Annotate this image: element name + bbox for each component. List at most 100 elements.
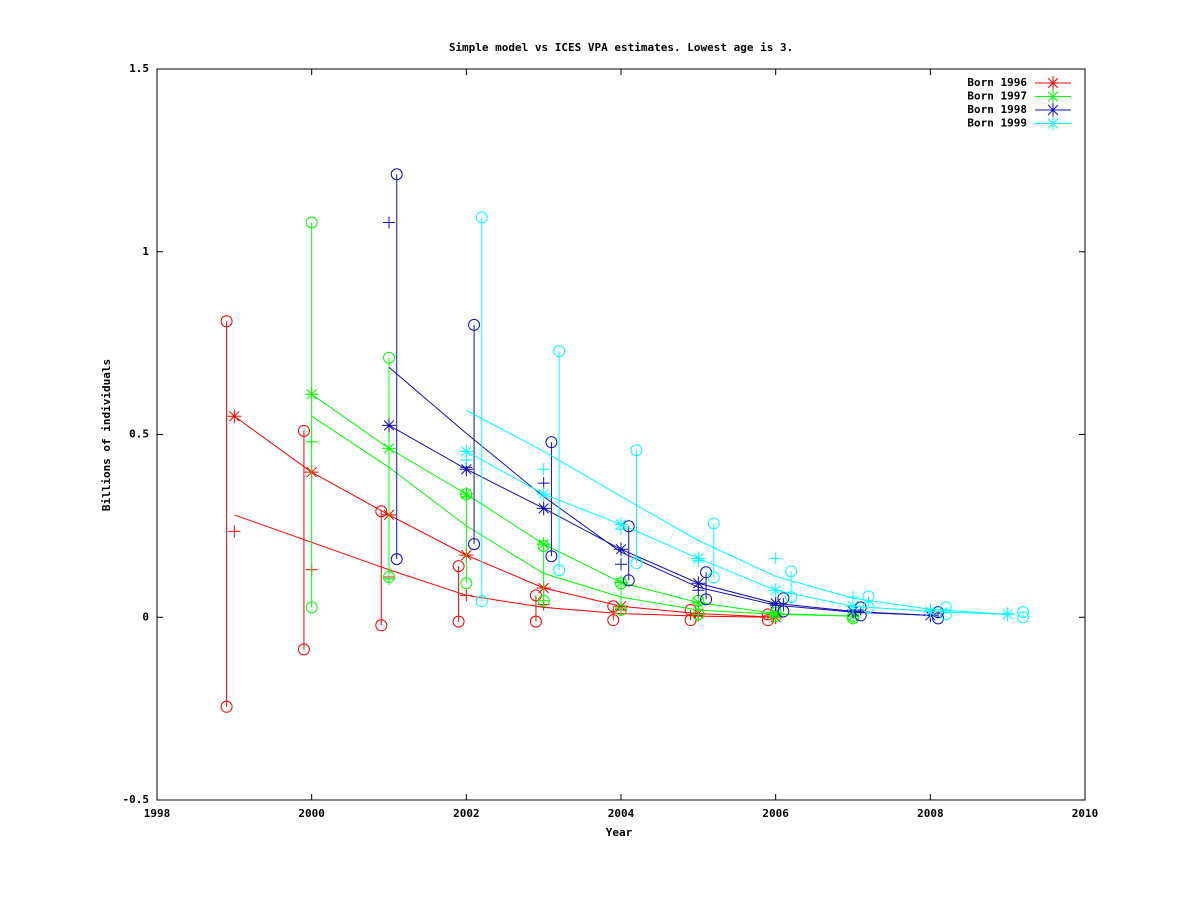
plus-marker [228,525,241,538]
legend-label: Born 1999 [967,117,1027,130]
error-high-marker [707,517,720,530]
plus-marker [383,216,395,229]
error-low-marker [383,571,395,584]
plus-marker [615,558,627,571]
plus-marker [769,552,782,565]
error-high-marker [607,600,620,613]
legend-label: Born 1998 [967,103,1027,116]
error-high-marker [777,592,790,605]
error-low-marker [375,619,388,632]
plus-marker [769,599,782,612]
legend-label: Born 1997 [967,90,1027,103]
estimate-line [311,393,854,617]
legend-marker [1046,103,1060,117]
y-tick-label: 1.5 [129,62,149,75]
error-low-marker [761,614,774,627]
error-high-marker [452,560,465,573]
estimate-line [466,450,1008,615]
error-high-marker [545,436,558,449]
star-marker [846,599,860,614]
model-line [466,409,1008,615]
star-marker [227,409,242,424]
error-low-marker [700,593,713,606]
plus-marker [460,454,473,467]
star-marker [614,542,628,557]
y-tick-label: 0 [142,610,149,623]
y-tick-label: -0.5 [123,793,150,806]
x-tick-label: 1998 [144,807,171,820]
error-high-marker [383,351,395,364]
error-high-marker [630,444,643,457]
plus-marker [615,523,627,536]
error-low-marker [220,700,233,713]
error-low-marker [553,564,566,577]
plus-marker [847,591,859,604]
error-low-marker [630,557,643,570]
x-tick-label: 2006 [762,807,789,820]
model-line [234,514,776,618]
error-low-marker [297,643,310,656]
error-high-marker [1017,606,1030,619]
error-high-marker [537,539,550,552]
legend-marker [1046,116,1060,131]
y-tick-label: 1 [142,245,149,258]
x-tick-label: 2000 [298,807,325,820]
plus-marker [537,463,550,476]
error-high-marker [390,168,403,181]
plus-marker [692,554,705,567]
error-high-marker [475,211,488,224]
legend-marker [1046,89,1060,104]
error-low-marker [475,595,488,608]
error-low-marker [684,614,697,627]
model-line [388,366,931,616]
error-high-marker [305,216,318,229]
error-low-marker [777,605,790,618]
legend-marker [1046,76,1060,90]
error-low-marker [707,571,720,584]
star-marker [691,576,706,591]
error-high-marker [220,315,233,328]
error-high-marker [785,565,798,578]
error-low-marker [545,550,558,563]
error-high-marker [375,505,388,518]
legend-label: Born 1996 [967,76,1027,89]
star-marker [459,444,474,459]
error-low-marker [529,615,542,628]
error-low-marker [854,609,867,622]
error-low-marker [615,603,627,616]
error-low-marker [452,615,465,628]
plot-frame [156,68,1086,801]
error-high-marker [615,577,627,590]
x-tick-label: 2010 [1072,807,1099,820]
plus-marker [460,589,473,602]
plus-marker [1001,607,1014,620]
error-low-marker [537,594,550,607]
y-tick-label: 0.5 [129,428,149,441]
error-low-marker [468,538,481,551]
star-marker [536,537,551,552]
x-tick-label: 2004 [608,807,635,820]
error-high-marker [553,345,566,358]
plus-marker [692,584,705,597]
x-axis-label: Year [606,826,633,839]
star-marker [536,501,551,516]
error-high-marker [862,590,875,603]
x-tick-label: 2008 [917,807,944,820]
error-low-marker [622,574,635,587]
error-high-marker [460,488,473,501]
x-tick-label: 2002 [453,807,480,820]
error-low-marker [305,601,318,614]
star-marker [536,487,551,502]
error-high-marker [939,601,952,614]
error-high-marker [297,424,310,437]
star-marker [768,583,783,598]
error-low-marker [607,614,620,627]
model-line [311,415,854,617]
error-low-marker [460,577,473,590]
error-low-marker [692,608,705,621]
error-low-marker [785,591,798,604]
error-low-marker [932,612,945,625]
error-low-marker [1017,611,1030,624]
